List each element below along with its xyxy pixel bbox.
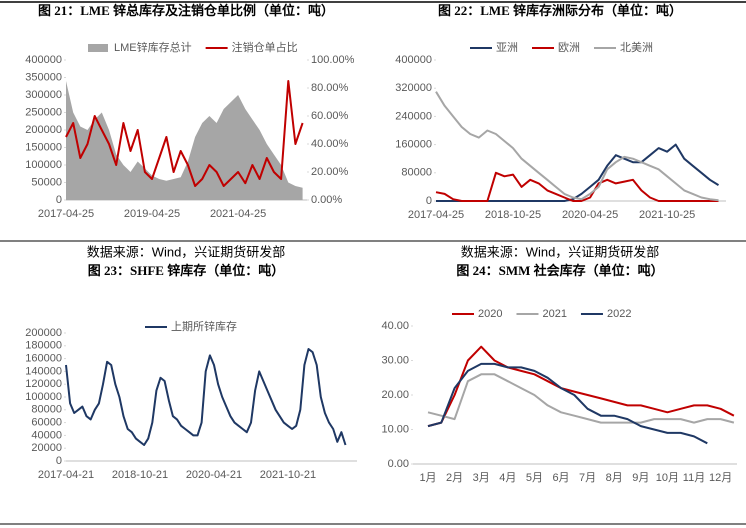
y-tick-label: 50000 [31,176,62,188]
y-tick-label: 10.00 [381,423,409,435]
line [435,171,719,202]
y-tick-label: 300000 [25,89,62,101]
y2-tick-label: 80.00% [311,82,349,94]
legend-label: 亚洲 [496,42,518,54]
y-tick-label: 400000 [395,54,432,66]
source-note: 数据来源：Wind，兴证期货研发部 [461,244,660,259]
legend-swatch [88,44,108,52]
source-note: 数据来源：Wind，兴证期货研发部 [87,244,286,259]
x-tick-label: 2月 [446,472,463,484]
x-tick-label: 12月 [709,472,732,484]
y-tick-label: 180000 [25,340,62,352]
legend-label: LME锌库存总计 [114,40,192,54]
y-tick-label: 150000 [25,141,62,153]
y-tick-label: 120000 [25,378,62,390]
x-tick-label: 10月 [656,472,679,484]
legend-label: 2020 [478,308,502,320]
x-tick-label: 2018-10-21 [112,469,168,481]
y-tick-label: 350000 [25,71,62,83]
legend-label: 注销仓单占比 [232,40,298,54]
line [427,373,735,424]
y2-tick-label: 20.00% [311,166,349,178]
y2-tick-label: 100.00% [311,54,355,66]
y-tick-label: 250000 [25,106,62,118]
y-tick-label: 0 [56,455,62,467]
chart-title: 图 22：LME 锌库存洲际分布（单位：吨） [438,3,682,18]
y2-tick-label: 0.00% [311,194,342,206]
x-tick-label: 2019-04-25 [124,208,180,220]
legend-label: 欧洲 [558,41,580,54]
y-tick-label: 80000 [401,167,432,179]
y-tick-label: 200000 [25,124,62,136]
x-tick-label: 2021-10-21 [260,469,316,481]
y2-tick-label: 60.00% [311,110,349,122]
y-tick-label: 200000 [25,327,62,339]
x-tick-label: 11月 [683,472,705,484]
line [65,80,304,187]
x-tick-label: 2017-04-21 [38,469,94,481]
y-tick-label: 60000 [31,417,62,429]
legend-label: 2022 [607,308,631,320]
y-tick-label: 320000 [395,82,432,94]
x-tick-label: 9月 [632,472,649,484]
x-tick-label: 7月 [579,472,596,484]
legend-label: 北美洲 [620,41,653,54]
chart-title: 图 21：LME 锌总库存及注销仓单比例（单位：吨） [38,3,334,18]
y-tick-label: 20000 [31,442,62,454]
x-tick-label: 2020-04-21 [186,469,242,481]
x-tick-label: 2020-04-25 [562,209,618,221]
y-tick-label: 100000 [25,391,62,403]
x-tick-label: 2021-10-25 [639,209,695,221]
x-tick-label: 2017-04-25 [408,209,464,221]
y-tick-label: 80000 [31,404,62,416]
y-tick-label: 0 [56,194,62,206]
x-tick-label: 1月 [419,472,436,484]
y-tick-label: 240000 [395,110,432,122]
y-tick-label: 40.00 [381,320,409,332]
x-tick-label: 2021-04-25 [210,208,266,220]
x-tick-label: 8月 [606,472,623,484]
y-tick-label: 30.00 [381,354,409,366]
y-tick-label: 100000 [25,159,62,171]
x-tick-label: 5月 [526,472,543,484]
y-tick-label: 160000 [25,353,62,365]
y-tick-label: 0.00 [388,458,409,470]
line [65,348,347,446]
line [427,362,708,445]
legend-label: 上期所锌库存 [171,319,237,333]
y2-tick-label: 40.00% [311,138,349,150]
chart-title: 图 23：SHFE 锌库存（单位：吨） [88,263,284,278]
line [427,345,735,428]
x-tick-label: 2017-04-25 [38,208,94,220]
line [436,143,720,202]
area [66,81,303,200]
x-tick-label: 2018-10-25 [485,209,541,221]
y-tick-label: 40000 [31,429,62,441]
line [435,91,719,202]
legend-label: 2021 [542,308,566,320]
y-tick-label: 400000 [25,54,62,66]
x-tick-label: 4月 [499,472,516,484]
y-tick-label: 140000 [25,365,62,377]
y-tick-label: 0 [426,195,432,207]
x-tick-label: 3月 [473,472,490,484]
chart-title: 图 24：SMM 社会库存（单位：吨） [456,263,663,278]
y-tick-label: 20.00 [381,389,409,401]
y-tick-label: 160000 [395,139,432,151]
x-tick-label: 6月 [552,472,569,484]
